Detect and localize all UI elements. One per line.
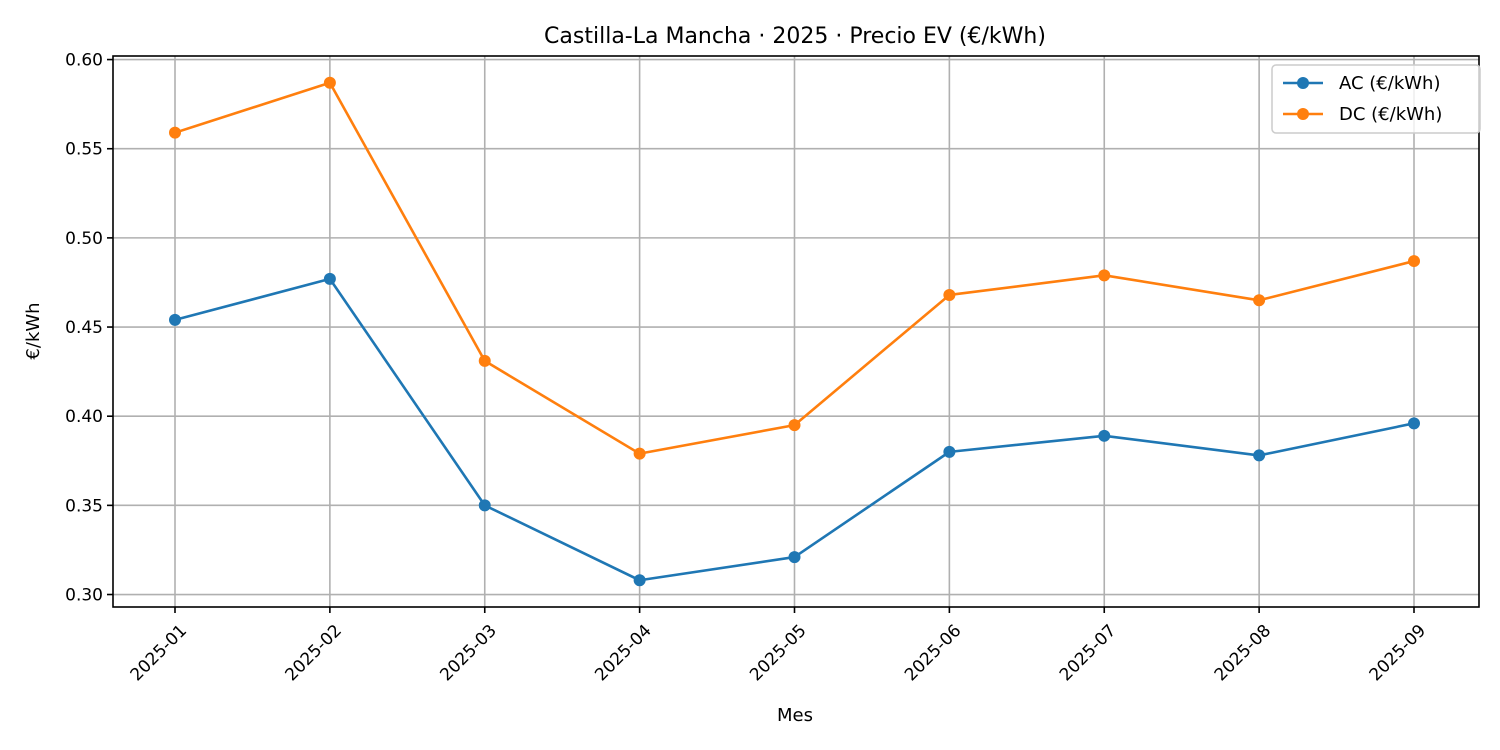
data-point [478,354,491,367]
data-point [943,288,956,301]
x-axis-label: Mes [777,705,813,726]
data-point [633,574,646,587]
data-point [943,445,956,458]
legend-box [1271,64,1481,134]
data-point [1098,269,1111,282]
legend-label: AC (€/kWh) [1339,73,1440,94]
y-tick-label: 0.35 [65,496,103,516]
data-point [1408,417,1420,430]
data-point [478,499,491,512]
legend: AC (€/kWh) DC (€/kWh) [1271,64,1481,134]
y-axis-ticks: 0.30 0.35 0.40 0.45 0.50 0.55 0.60 [65,51,113,606]
data-point [1253,449,1266,462]
data-point [788,551,801,564]
data-point [169,313,181,326]
legend-label: DC (€/kWh) [1339,104,1442,125]
data-point [169,126,181,139]
legend-marker [1297,77,1309,89]
y-tick-label: 0.50 [65,229,103,249]
data-point [1098,429,1111,442]
data-point [788,419,801,432]
y-tick-label: 0.55 [65,140,103,160]
y-tick-label: 0.45 [65,318,103,338]
data-point [323,76,336,89]
data-point [1253,294,1266,307]
y-tick-label: 0.40 [65,407,103,427]
data-point [1408,255,1420,268]
data-point [323,272,336,285]
data-point [633,447,646,460]
y-axis-label: €/kWh [23,302,44,359]
grid-lines [113,56,1479,607]
series-layer [169,76,1420,587]
plot-area-frame [112,55,1480,608]
y-tick-label: 0.30 [65,586,103,606]
chart-title: Castilla-La Mancha · 2025 · Precio EV (€… [544,24,1046,49]
y-tick-label: 0.60 [65,51,103,71]
legend-marker [1297,108,1309,120]
